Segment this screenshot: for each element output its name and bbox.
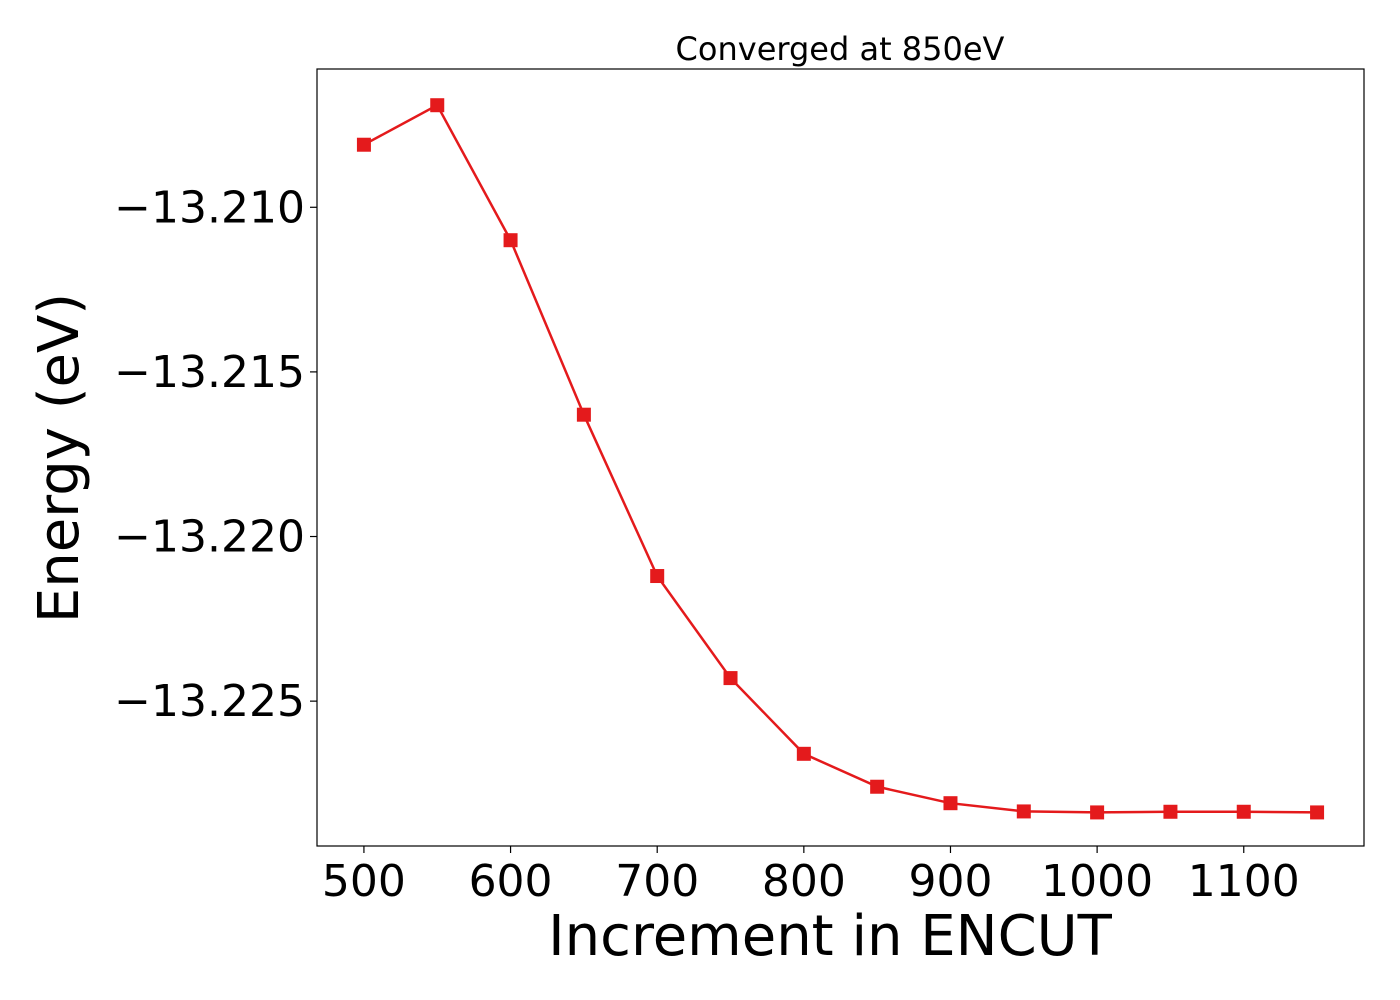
data-point — [356, 137, 371, 152]
y-axis-label: Energy (eV) — [27, 293, 92, 623]
x-tick-label: 500 — [322, 856, 406, 907]
data-point — [1163, 804, 1178, 819]
data-point — [576, 407, 591, 422]
data-point — [1310, 805, 1325, 820]
data-point — [723, 671, 738, 686]
data-point — [943, 796, 958, 811]
data-point — [796, 746, 811, 761]
x-tick-label: 900 — [908, 856, 992, 907]
data-point — [1016, 804, 1031, 819]
data-point — [650, 569, 665, 584]
y-tick-label: −13.210 — [114, 182, 305, 233]
data-point — [1090, 805, 1105, 820]
chart-title: Converged at 850eV — [676, 30, 1005, 68]
y-tick-label: −13.215 — [114, 347, 305, 398]
x-tick-label: 800 — [762, 856, 846, 907]
x-axis: 500 600 700 800 900 1000 1100 — [322, 846, 1300, 907]
axes-frame — [316, 68, 1365, 847]
x-tick-label: 1000 — [1041, 856, 1153, 907]
data-point — [1236, 804, 1251, 819]
y-tick-label: −13.220 — [114, 512, 305, 563]
y-axis: −13.210 −13.215 −13.220 −13.225 — [114, 182, 317, 727]
y-tick-label: −13.225 — [114, 676, 305, 727]
series-line — [363, 103, 1318, 814]
data-point — [870, 779, 885, 794]
data-point — [430, 98, 445, 113]
x-tick-label: 700 — [615, 856, 699, 907]
x-tick-label: 1100 — [1188, 856, 1300, 907]
x-axis-label: Increment in ENCUT — [548, 904, 1113, 969]
data-point — [503, 233, 518, 248]
x-tick-label: 600 — [469, 856, 553, 907]
plot-area — [356, 98, 1325, 820]
